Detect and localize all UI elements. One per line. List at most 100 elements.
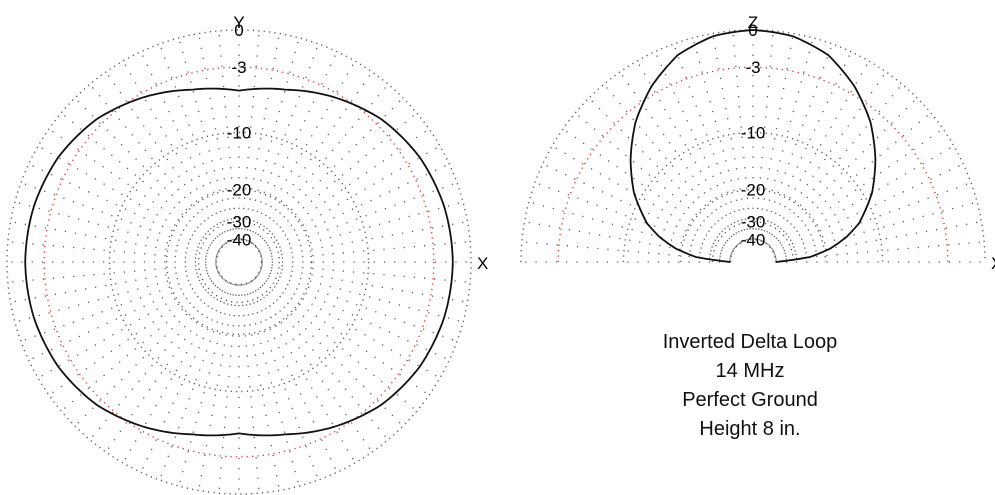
grid-spoke	[258, 272, 441, 379]
grid-spoke	[534, 182, 733, 255]
grid-spoke	[122, 281, 229, 464]
grid-ring	[197, 220, 281, 304]
grid-spoke	[521, 241, 731, 261]
grid-spoke	[140, 51, 231, 242]
grid-spoke	[254, 97, 404, 247]
grid-spoke	[28, 270, 219, 361]
ring-label: -20	[741, 181, 766, 200]
grid-spoke	[259, 182, 458, 255]
grid-spoke	[10, 221, 217, 259]
grid-spoke	[260, 201, 464, 257]
grid-ring	[711, 220, 795, 263]
grid-spoke	[259, 163, 450, 254]
grid-spoke	[240, 30, 260, 240]
grid-spoke	[760, 43, 833, 242]
grid-spoke	[89, 278, 225, 441]
grid-spoke	[74, 277, 224, 427]
grid-spoke	[244, 37, 300, 241]
ring-label: -10	[227, 123, 252, 142]
ring-label: -20	[227, 181, 252, 200]
grid-spoke	[60, 276, 223, 412]
grid-ring	[6, 29, 472, 495]
grid-ring	[108, 131, 370, 393]
grid-spoke	[761, 51, 852, 242]
grid-spoke	[528, 201, 732, 257]
grid-spoke	[654, 51, 745, 242]
grid-spoke	[619, 71, 741, 244]
grid-spoke	[574, 112, 737, 248]
grid-spoke	[249, 281, 356, 464]
grid-spoke	[246, 282, 319, 481]
grid-spoke	[37, 272, 220, 379]
grid-spoke	[542, 163, 733, 254]
grid-spoke	[773, 182, 972, 255]
grid-spoke	[261, 265, 468, 303]
grid-spoke	[257, 274, 430, 396]
grid-spoke	[60, 112, 223, 248]
grid-spoke	[7, 263, 217, 283]
ring-label: -3	[745, 58, 760, 77]
caption-line-ground: Perfect Ground	[682, 389, 818, 411]
grid-spoke	[775, 221, 982, 259]
grid-spoke	[524, 221, 731, 259]
grid-spoke	[765, 71, 887, 244]
grid-spoke	[105, 71, 227, 244]
grid-spoke	[260, 267, 464, 323]
grid-spoke	[28, 163, 219, 254]
ring-label: -30	[741, 213, 766, 232]
grid-spoke	[673, 43, 746, 242]
grid-spoke	[255, 112, 418, 248]
grid-spoke	[244, 283, 300, 487]
grid-spoke	[242, 33, 280, 240]
grid-spoke	[10, 265, 217, 303]
axis-label-horizontal: X	[991, 254, 995, 273]
grid-spoke	[773, 163, 964, 254]
grid-spoke	[261, 241, 471, 261]
grid-spoke	[636, 60, 743, 243]
grid-spoke	[159, 43, 232, 242]
grid-spoke	[218, 30, 238, 240]
grid-spoke	[261, 221, 468, 259]
antenna-caption: Inverted Delta Loop 14 MHz Perfect Groun…	[600, 328, 900, 444]
grid-spoke	[771, 128, 944, 250]
grid-spoke	[254, 277, 404, 427]
grid-spoke	[562, 128, 735, 250]
grid-spoke	[37, 145, 220, 252]
axis-label-horizontal: X	[477, 254, 488, 273]
ring-label: -40	[741, 230, 766, 249]
grid-spoke	[249, 60, 356, 243]
grid-spoke	[259, 270, 450, 361]
grid-spoke	[74, 97, 224, 247]
grid-spoke	[588, 97, 738, 247]
grid-spoke	[257, 128, 430, 250]
ring-label: -10	[741, 123, 766, 142]
caption-line-antenna: Inverted Delta Loop	[662, 331, 838, 353]
grid-ring	[43, 66, 435, 458]
axis-label-vertical: Y	[233, 13, 244, 32]
grid-spoke	[218, 284, 238, 494]
radiation-pattern-line	[629, 29, 877, 263]
grid-spoke	[89, 83, 225, 246]
caption-line-height: Height 8 in.	[699, 418, 801, 440]
ring-label: -30	[227, 213, 252, 232]
grid-spoke	[48, 128, 221, 250]
grid-spoke	[756, 33, 794, 240]
ring-label: -3	[231, 58, 246, 77]
grid-spoke	[768, 97, 918, 247]
grid-spoke	[774, 201, 978, 257]
grid-ring	[679, 189, 827, 263]
axis-label-vertical: Z	[748, 13, 758, 32]
caption-line-frequency: 14 MHz	[715, 360, 785, 382]
grid-spoke	[754, 30, 774, 240]
grid-spoke	[763, 60, 870, 243]
grid-spoke	[769, 112, 932, 248]
grid-spoke	[122, 60, 229, 243]
grid-ring	[165, 188, 313, 336]
grid-spoke	[732, 30, 752, 240]
grid-spoke	[251, 280, 373, 453]
grid-spoke	[772, 145, 955, 252]
grid-spoke	[767, 83, 903, 246]
grid-spoke	[251, 71, 373, 244]
grid-spoke	[253, 83, 389, 246]
grid-spoke	[240, 284, 260, 494]
